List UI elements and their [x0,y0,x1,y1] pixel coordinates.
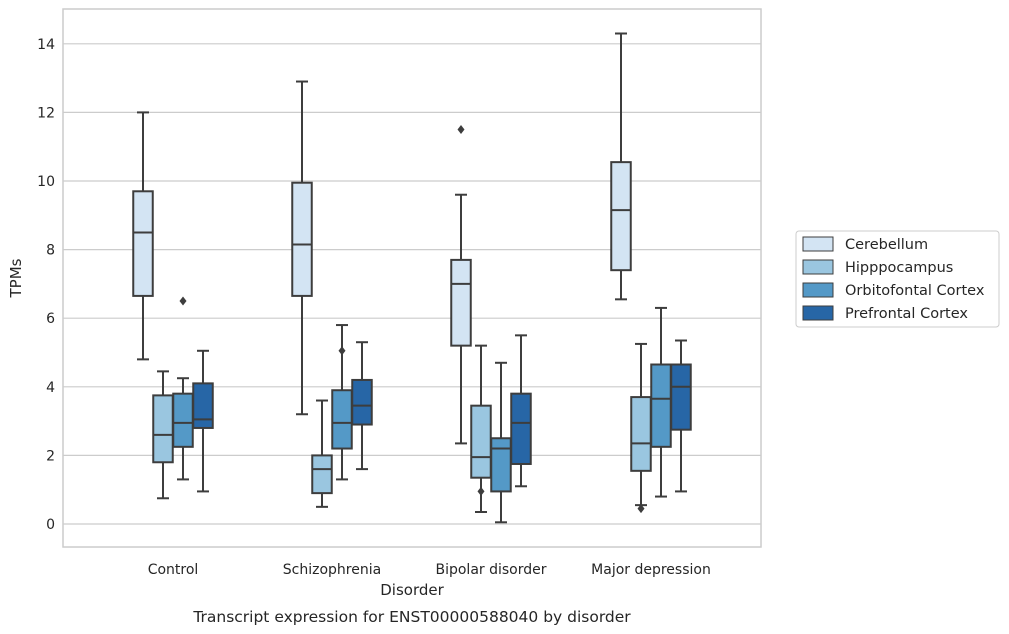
box [351,341,373,471]
box-iqr [331,389,353,450]
chart-caption: Transcript expression for ENST0000058804… [192,608,631,626]
box-iqr [670,363,692,431]
box [311,399,333,508]
y-tick-label: 14 [37,37,55,53]
x-tick-label: Bipolar disorder [435,562,546,578]
legend-swatch [802,259,834,275]
box-iqr [311,454,333,495]
y-tick-label: 2 [46,448,55,464]
box-series [132,32,692,524]
y-tick-label: 0 [46,517,55,533]
y-tick-label: 4 [46,380,55,396]
box-iqr [650,363,672,448]
x-tick-label: Major depression [591,562,711,578]
grid-lines [63,43,761,525]
box-iqr [470,404,492,479]
series-orbitofontal-cortex [172,296,672,524]
box [670,339,692,493]
box-iqr [132,190,154,297]
outlier-point [637,504,645,514]
legend-entry: Hipppocampus [845,260,953,276]
box [650,306,672,498]
legend: Cerebellum Hipppocampus Orbitofontal Corte… [795,230,1000,328]
x-tick-labels: Control Schizophrenia Bipolar disorder Majo… [148,562,711,578]
box-iqr [610,161,632,272]
box-iqr [351,378,373,426]
y-tick-label: 10 [37,174,55,190]
box-iqr [152,394,174,464]
legend-swatch [802,236,834,252]
outlier-point [477,486,485,496]
box [450,125,472,445]
outlier-point [457,125,465,135]
y-axis-label: TPMs [7,258,25,298]
box-iqr [172,392,194,448]
legend-swatch [802,305,834,321]
series-hipppocampus [152,342,652,514]
box-iqr [630,396,652,472]
box-iqr [510,392,532,465]
x-axis-label: Disorder [380,581,444,599]
legend-entry: Orbitofontal Cortex [845,283,985,299]
box-iqr [490,437,512,493]
box-iqr [450,258,472,347]
series-prefrontal-cortex [192,334,692,493]
box [291,80,313,416]
box [630,342,652,514]
legend-entry: Cerebellum [845,237,928,253]
box [610,32,632,301]
legend-entry: Prefrontal Cortex [845,306,968,322]
box [192,349,214,493]
x-tick-label: Schizophrenia [283,562,381,578]
legend-frame [795,230,1000,328]
x-tick-label: Control [148,562,199,578]
y-tick-label: 8 [46,243,55,259]
outlier-point [338,346,346,356]
y-tick-labels: 0 2 4 6 8 10 12 14 [37,37,55,533]
y-tick-label: 6 [46,311,55,327]
series-cerebellum [132,32,632,445]
box-iqr [192,382,214,429]
y-tick-label: 12 [37,105,55,121]
plot-frame [62,8,762,548]
outlier-point [179,296,187,306]
box [510,334,532,488]
legend-swatch [802,282,834,298]
box [132,111,154,361]
box [490,361,512,524]
plot-background [63,9,761,547]
box-iqr [291,181,313,297]
